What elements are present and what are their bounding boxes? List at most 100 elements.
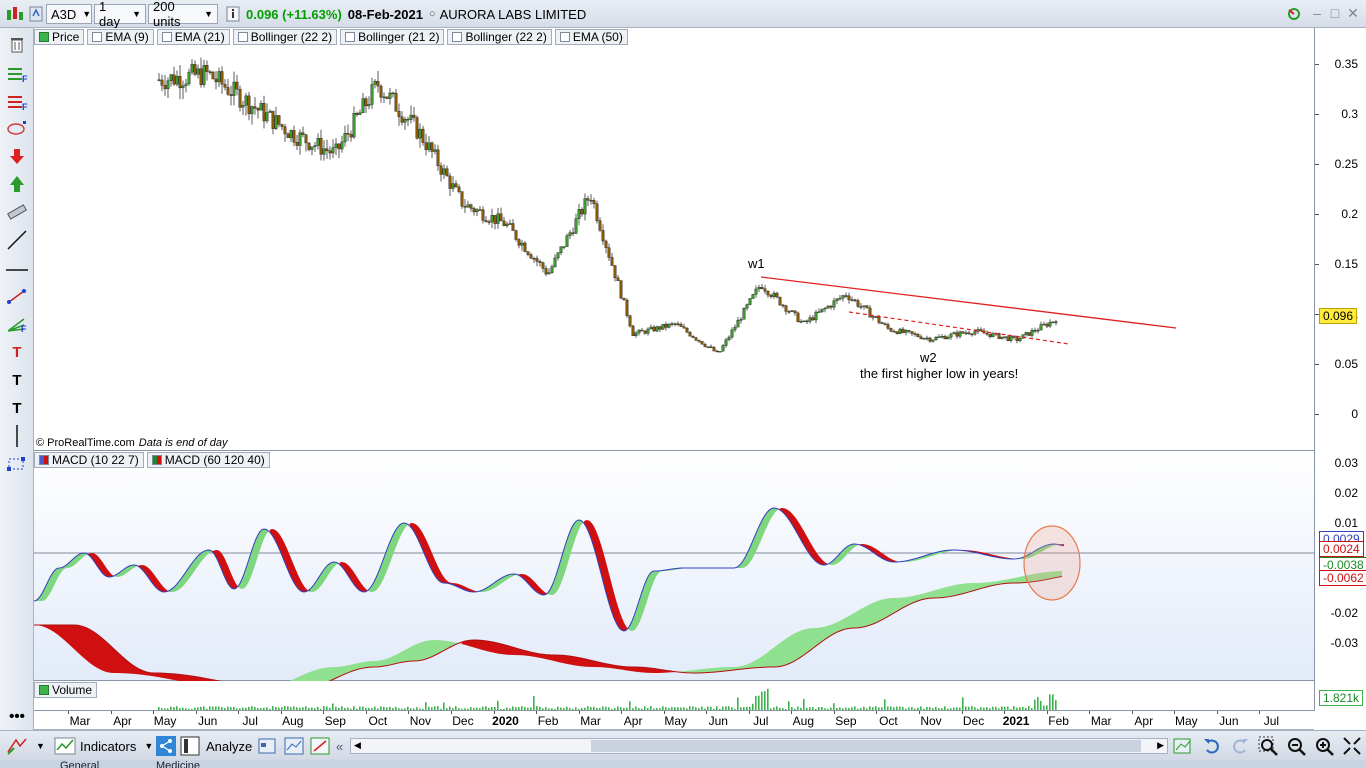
volume-bar <box>650 706 652 710</box>
fibonacci-fan-icon[interactable]: F <box>5 312 29 336</box>
text-red-icon[interactable]: T <box>12 343 22 361</box>
date-tick-mark <box>961 711 963 714</box>
volume-bar <box>323 706 325 710</box>
undo-icon[interactable] <box>1202 736 1222 756</box>
macd-long-fill <box>962 583 966 594</box>
timeframe-select[interactable]: 1 day ▼ <box>94 0 146 29</box>
legend-ema-21[interactable]: EMA (21) <box>156 29 230 45</box>
zoom-out-icon[interactable] <box>1286 736 1308 756</box>
horizontal-scrollbar[interactable]: ◀ ▶ <box>350 738 1168 754</box>
price-candle <box>850 296 854 302</box>
trash-icon[interactable] <box>5 32 29 56</box>
ruler-icon[interactable] <box>5 200 29 224</box>
legend-volume[interactable]: Volume <box>34 682 98 698</box>
macd-short-fill <box>558 562 560 590</box>
redo-icon[interactable] <box>1230 736 1250 756</box>
fit-icon[interactable] <box>1342 736 1362 756</box>
legend-macd-short[interactable]: MACD (10 22 7) <box>34 452 144 468</box>
legend-ema-9[interactable]: EMA (9) <box>87 29 154 45</box>
macd-short-fill <box>60 567 62 574</box>
rectangle-tool-icon[interactable] <box>5 452 29 476</box>
annotation-w2[interactable]: w2 <box>919 350 937 365</box>
volume-bar <box>758 695 760 710</box>
macd-short-fill <box>742 559 744 568</box>
tab-medicine[interactable]: Medicine <box>156 760 201 768</box>
legend-bollinger-3[interactable]: Bollinger (22 2) <box>447 29 552 45</box>
macd-panel[interactable]: MACD (10 22 7) MACD (60 120 40) <box>34 451 1314 681</box>
radio-icon[interactable]: ○ <box>428 8 436 20</box>
close-icon[interactable]: ✕ <box>1347 5 1359 21</box>
legend-price[interactable]: Price <box>34 29 85 45</box>
text-bold-icon[interactable]: T <box>12 399 22 417</box>
macd-long-fill <box>522 649 526 656</box>
chart-options-icon[interactable] <box>1172 736 1194 756</box>
segment-tool-icon[interactable] <box>5 284 29 308</box>
analyze-button[interactable]: Analyze <box>180 736 252 756</box>
draw-mode-icon[interactable] <box>6 736 28 756</box>
price-candle <box>901 326 905 334</box>
price-candle <box>658 325 662 332</box>
more-tools-icon[interactable]: ••• <box>9 707 25 725</box>
units-select[interactable]: 200 units ▼ <box>148 0 218 29</box>
annotation-w1[interactable]: w1 <box>747 256 765 271</box>
zoom-box-icon[interactable] <box>1258 736 1280 756</box>
info-icon[interactable] <box>226 4 240 24</box>
draw-mode-dropdown[interactable]: ▼ <box>36 741 45 751</box>
price-candle <box>655 325 659 333</box>
volume-bar <box>704 708 706 710</box>
arrow-up-icon[interactable] <box>5 172 29 196</box>
minimize-icon[interactable]: – <box>1313 5 1321 21</box>
volume-bar <box>434 706 436 710</box>
share-button[interactable] <box>156 736 176 756</box>
fibonacci-green-icon[interactable]: F <box>5 62 29 86</box>
price-candle <box>991 331 995 338</box>
macd-short-fill <box>100 558 102 573</box>
indicators-button[interactable]: Indicators ▼ <box>54 736 153 756</box>
ellipse-tool-icon[interactable] <box>5 116 29 140</box>
maximize-icon[interactable]: □ <box>1330 5 1340 21</box>
trend-line-icon[interactable] <box>5 228 29 252</box>
price-candle <box>640 328 644 332</box>
macd-long-fill <box>1038 572 1042 582</box>
legend-macd-long[interactable]: MACD (60 120 40) <box>146 452 270 468</box>
price-candle <box>376 70 380 93</box>
legend-bollinger-2[interactable]: Bollinger (21 2) <box>340 29 445 45</box>
scroll-start-icon[interactable]: « <box>336 738 344 754</box>
tab-general[interactable]: General <box>60 760 100 768</box>
refresh-icon[interactable] <box>1286 6 1300 20</box>
macd-long-fill <box>578 657 582 667</box>
horizontal-line-icon[interactable] <box>5 258 29 282</box>
macd-short-fill <box>792 513 794 528</box>
window-icon[interactable] <box>258 736 276 756</box>
volume-panel[interactable]: Volume <box>34 681 1314 711</box>
text-icon[interactable]: T <box>12 371 22 389</box>
volume-bar <box>875 706 877 710</box>
support-trendline[interactable] <box>848 311 1070 345</box>
zoom-in-icon[interactable] <box>1314 736 1336 756</box>
fibonacci-red-icon[interactable]: F <box>5 90 29 114</box>
legend-ema-50[interactable]: EMA (50) <box>554 29 628 45</box>
scrollbar-thumb[interactable] <box>591 740 1141 752</box>
price-axis[interactable]: 0.350.30.250.20.150.10.050 0.096 0.030.0… <box>1314 28 1366 711</box>
macd-short-fill <box>370 585 372 592</box>
chart-type-icon[interactable] <box>4 4 26 24</box>
date-axis[interactable]: Mar Apr May Jun Jul Aug Sep Oct Nov Dec 2020 Feb Mar… <box>34 711 1314 730</box>
arrow-down-icon[interactable] <box>5 144 29 168</box>
price-candle <box>1015 335 1019 344</box>
highlight-circle[interactable] <box>1023 525 1081 601</box>
compare-icon[interactable] <box>310 736 330 756</box>
macd-short-fill <box>102 561 104 575</box>
vertical-line-icon[interactable] <box>5 424 29 448</box>
volume-bar <box>359 706 361 710</box>
macd-short-fill <box>158 579 160 591</box>
chart-window-icon[interactable] <box>284 736 304 756</box>
annotation-note[interactable]: the first higher low in years! <box>860 366 1018 381</box>
price-candle <box>508 219 512 225</box>
price-chart-panel[interactable]: w1 w2 the first higher low in years! Price… <box>34 28 1314 451</box>
bottom-toolbar: ▼ Indicators ▼ Analyze « ◀ ▶ <box>0 730 1366 760</box>
chart-settings-icon[interactable] <box>28 4 44 24</box>
volume-bar <box>479 708 481 710</box>
legend-bollinger-1[interactable]: Bollinger (22 2) <box>232 29 338 45</box>
resistance-trendline[interactable] <box>760 276 1177 329</box>
ticker-select[interactable]: A3D ▼ <box>46 4 92 24</box>
